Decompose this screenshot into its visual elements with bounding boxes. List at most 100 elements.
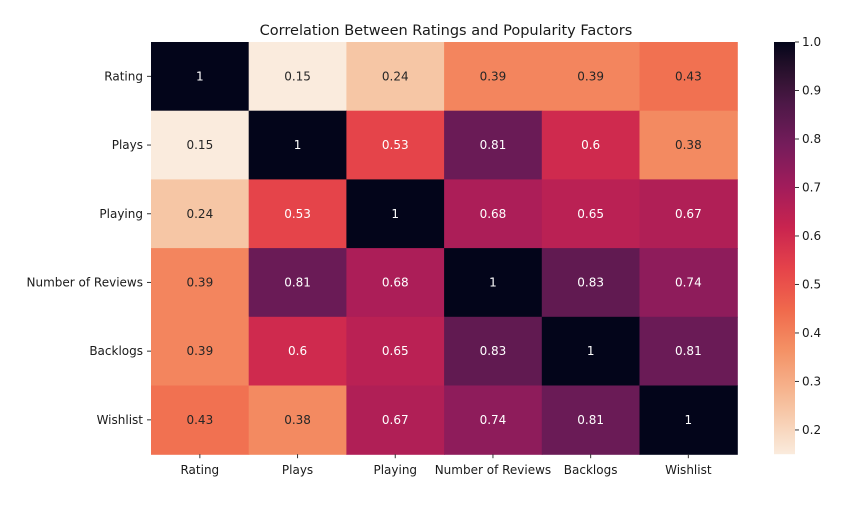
colorbar-tick-label-2: 0.8 [802,132,821,146]
heatmap-cell-3-2 [346,248,445,318]
cell-value-label-1-3: 0.81 [480,138,507,152]
y-tick-label-3: Number of Reviews [27,275,143,289]
cell-value-label-3-2: 0.68 [382,275,409,289]
cell-value-label-5-1: 0.38 [284,413,311,427]
heatmap-cell-4-3 [444,316,543,387]
y-tick-label-0: Rating [104,69,143,83]
colorbar-tick-label-5: 0.5 [802,277,821,291]
heatmap-cell-2-2 [346,179,445,249]
heatmap-cell-5-3 [444,385,543,455]
cell-value-label-1-4: 0.6 [581,138,600,152]
cell-value-label-0-1: 0.15 [284,69,311,83]
colorbar-gradient [774,42,795,455]
chart-title: Correlation Between Ratings and Populari… [260,23,633,39]
y-tick-label-1: Plays [112,138,143,152]
heatmap-cell-1-2 [346,110,445,180]
heatmap-cell-0-5 [639,42,738,112]
cell-value-label-3-0: 0.39 [186,275,213,289]
heatmap-cell-1-0 [151,110,250,180]
x-tick-label-4: Backlogs [564,463,618,477]
cell-value-label-4-3: 0.83 [480,344,507,358]
heatmap-cell-4-4 [541,316,641,387]
heatmap-cell-2-3 [444,179,543,249]
cell-value-label-5-0: 0.43 [186,413,213,427]
heatmap-cell-2-1 [248,179,347,249]
heatmap-cell-5-5 [639,385,738,455]
heatmap-cell-3-5 [639,248,738,318]
heatmap-cell-1-3 [444,110,543,180]
cell-value-label-4-1: 0.6 [288,344,307,358]
colorbar: 1.0 0.9 0.8 0.7 0.6 0.5 0.4 0.3 0.2 [774,35,821,455]
cell-value-label-0-3: 0.39 [480,69,507,83]
y-tick-label-2: Playing [99,207,143,221]
cell-value-label-5-2: 0.67 [382,413,409,427]
cell-value-label-3-1: 0.81 [284,275,311,289]
heatmap-cell-labels: 1 0.15 0.24 0.39 0.39 0.43 0.15 1 0.53 0.81 0.6 0.3… [186,69,701,427]
heatmap-cell-1-1 [248,110,347,180]
heatmap-cell-3-0 [151,248,250,318]
colorbar-tick-label-4: 0.6 [802,229,821,243]
cell-value-label-1-1: 1 [294,138,302,152]
heatmap-cell-4-0 [151,316,250,387]
y-tick-label-4: Backlogs [89,344,143,358]
x-tick-label-5: Wishlist [665,463,712,477]
heatmap-cell-2-5 [639,179,738,249]
cell-value-label-3-3: 1 [489,275,497,289]
heatmap-cell-2-0 [151,179,250,249]
heatmap-cell-5-1 [248,385,347,455]
heatmap-cell-5-2 [346,385,445,455]
heatmap-cell-3-1 [248,248,347,318]
cell-value-label-4-4: 1 [587,344,595,358]
heatmap-cell-0-2 [346,42,445,112]
cell-value-label-2-1: 0.53 [284,207,311,221]
colorbar-tick-label-7: 0.3 [802,374,821,388]
cell-value-label-5-5: 1 [685,413,693,427]
y-axis: Rating Plays Playing Number of Reviews Backl… [27,69,151,427]
heatmap-cell-4-1 [248,316,347,387]
heatmap-cell-4-2 [346,316,445,387]
colorbar-tick-label-1: 0.9 [802,83,821,97]
x-tick-label-1: Plays [282,463,313,477]
heatmap-cell-0-3 [444,42,543,112]
heatmap-cell-0-4 [541,42,641,112]
cell-value-label-0-5: 0.43 [675,69,702,83]
heatmap-cell-0-1 [248,42,347,112]
cell-value-label-5-4: 0.81 [577,413,604,427]
heatmap-cell-1-4 [541,110,641,180]
x-tick-label-2: Playing [373,463,417,477]
heatmap-cell-5-4 [541,385,641,455]
heatmap-cell-1-5 [639,110,738,180]
colorbar-tick-label-0: 1.0 [802,35,821,49]
cell-value-label-2-3: 0.68 [480,207,507,221]
colorbar-tick-label-3: 0.7 [802,180,821,194]
heatmap-cell-0-0 [151,42,250,112]
cell-value-label-5-3: 0.74 [480,413,507,427]
cell-value-label-0-0: 1 [196,69,204,83]
colorbar-tick-label-8: 0.2 [802,423,821,437]
cell-value-label-3-5: 0.74 [675,275,702,289]
x-tick-label-0: Rating [180,463,219,477]
cell-value-label-4-0: 0.39 [186,344,213,358]
cell-value-label-2-0: 0.24 [186,207,213,221]
heatmap-cells [151,42,738,455]
cell-value-label-4-2: 0.65 [382,344,409,358]
cell-value-label-1-0: 0.15 [186,138,213,152]
cell-value-label-2-4: 0.65 [577,207,604,221]
cell-value-label-4-5: 0.81 [675,344,702,358]
x-axis: Rating Plays Playing Number of Reviews Backl… [180,454,712,477]
cell-value-label-0-2: 0.24 [382,69,409,83]
heatmap-cell-2-4 [541,179,641,249]
heatmap-cell-5-0 [151,385,250,455]
heatmap-cell-3-4 [541,248,641,318]
heatmap-cell-3-3 [444,248,543,318]
cell-value-label-1-5: 0.38 [675,138,702,152]
cell-value-label-1-2: 0.53 [382,138,409,152]
cell-value-label-2-5: 0.67 [675,207,702,221]
cell-value-label-3-4: 0.83 [577,275,604,289]
cell-value-label-2-2: 1 [391,207,399,221]
colorbar-tick-label-6: 0.4 [802,326,821,340]
heatmap-cell-4-5 [639,316,738,387]
y-tick-label-5: Wishlist [97,413,144,427]
x-tick-label-3: Number of Reviews [435,463,551,477]
